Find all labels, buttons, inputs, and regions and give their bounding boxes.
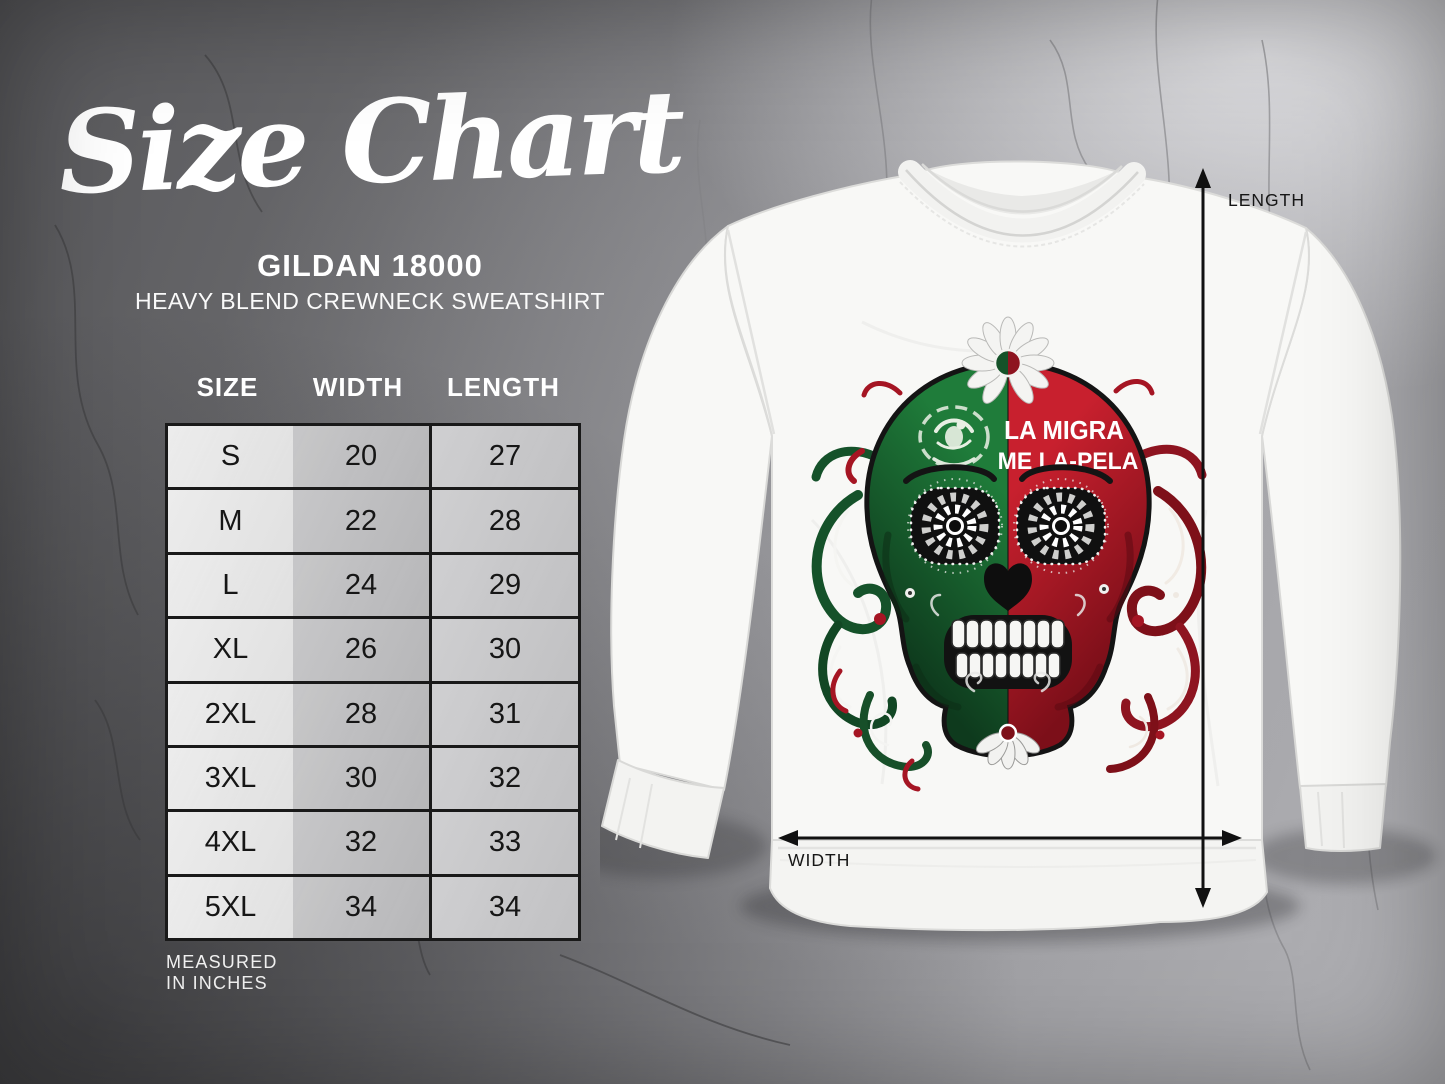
right-flourish <box>1106 444 1207 773</box>
skull-design: LA MIGRA ME LA-PELA <box>811 316 1207 792</box>
column-header-length: LENGTH <box>447 372 560 402</box>
cell-width: 24 <box>293 554 429 617</box>
column-header-width: WIDTH <box>312 372 404 402</box>
width-arrow <box>778 830 1242 846</box>
top-flower-icon <box>961 316 1055 404</box>
cell-length: 32 <box>429 747 578 810</box>
skull-left-eye-icon <box>907 478 1003 574</box>
cell-width: 34 <box>293 876 429 938</box>
skull-teeth-icon <box>944 615 1072 689</box>
size-table: S 20 27 M 22 28 L 24 29 XL 26 30 2XL 28 <box>165 423 581 941</box>
cell-width: 22 <box>293 490 429 552</box>
eagle-emblem-icon <box>918 405 990 469</box>
table-row: 4XL 32 33 <box>168 812 578 877</box>
length-label: LENGTH <box>1228 190 1305 210</box>
cell-width: 20 <box>293 426 429 488</box>
cell-size: L <box>168 554 293 617</box>
cell-size: M <box>168 490 293 552</box>
cell-size: 4XL <box>168 812 293 874</box>
left-flourish <box>811 446 932 792</box>
cell-width: 32 <box>293 812 429 874</box>
cell-size: S <box>168 426 293 488</box>
cell-length: 34 <box>429 876 578 938</box>
collar <box>898 160 1146 248</box>
table-column-headers: SIZE WIDTH LENGTH <box>165 372 581 403</box>
table-row: S 20 27 <box>168 426 578 491</box>
cell-size: 2XL <box>168 683 293 745</box>
cell-size: XL <box>168 619 293 681</box>
cell-width: 30 <box>293 747 429 810</box>
sweatshirt-mockup: LA MIGRA ME LA-PELA <box>600 160 1436 942</box>
table-row: XL 26 30 <box>168 619 578 684</box>
table-row: M 22 28 <box>168 490 578 555</box>
cell-width: 26 <box>293 619 429 681</box>
product-name: HEAVY BLEND CREWNECK SWEATSHIRT <box>134 288 606 314</box>
skull-right-eye-icon <box>1013 478 1109 574</box>
product-code: GILDAN 18000 <box>257 248 483 283</box>
cell-length: 31 <box>429 683 578 745</box>
table-row: 2XL 28 31 <box>168 683 578 748</box>
table-row: 3XL 30 32 <box>168 747 578 813</box>
chin-flower-icon <box>975 723 1041 770</box>
cell-length: 30 <box>429 619 578 681</box>
length-arrow <box>1195 168 1211 908</box>
table-row: L 24 29 <box>168 554 578 620</box>
width-label: WIDTH <box>788 850 850 870</box>
cell-length: 27 <box>429 426 578 488</box>
column-header-size: SIZE <box>196 372 259 402</box>
cell-size: 5XL <box>168 876 293 938</box>
design-text-line2: ME LA-PELA <box>998 447 1139 475</box>
cell-length: 29 <box>429 554 578 617</box>
left-cuff <box>601 759 725 859</box>
cheek-flower-icon <box>905 584 1109 598</box>
skull-nose-icon <box>984 563 1032 611</box>
table-row: 5XL 34 34 <box>168 876 578 938</box>
cell-width: 28 <box>293 683 429 745</box>
design-text-line1: LA MIGRA <box>1004 416 1124 445</box>
page-title: Size Chart <box>56 64 684 220</box>
measurement-note: MEASURED IN INCHES <box>166 952 278 993</box>
cell-length: 28 <box>429 490 578 552</box>
cell-size: 3XL <box>168 747 293 810</box>
hem-band <box>769 839 1268 932</box>
cell-length: 33 <box>429 812 578 874</box>
